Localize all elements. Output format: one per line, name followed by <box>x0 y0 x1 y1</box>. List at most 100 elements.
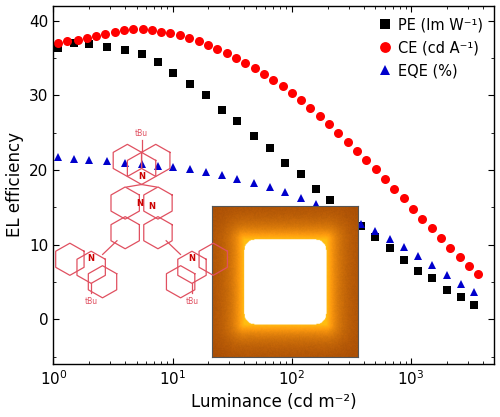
EQE (%) <box>203 170 209 175</box>
CE (cd A⁻¹) <box>64 39 70 44</box>
CE (cd A⁻¹) <box>214 46 220 51</box>
CE (cd A⁻¹) <box>364 157 370 162</box>
Y-axis label: EL efficiency: EL efficiency <box>6 133 24 237</box>
PE (lm W⁻¹) <box>342 212 348 217</box>
CE (cd A⁻¹) <box>326 122 332 127</box>
EQE (%) <box>170 164 175 169</box>
CE (cd A⁻¹) <box>280 84 285 89</box>
PE (lm W⁻¹) <box>372 235 378 240</box>
PE (lm W⁻¹) <box>138 52 144 57</box>
CE (cd A⁻¹) <box>94 34 100 39</box>
PE (lm W⁻¹) <box>219 108 225 113</box>
EQE (%) <box>122 160 128 165</box>
EQE (%) <box>372 229 378 234</box>
CE (cd A⁻¹) <box>354 148 360 153</box>
CE (cd A⁻¹) <box>56 40 62 45</box>
CE (cd A⁻¹) <box>84 36 89 41</box>
CE (cd A⁻¹) <box>289 90 295 95</box>
CE (cd A⁻¹) <box>130 27 136 32</box>
PE (lm W⁻¹) <box>86 42 92 47</box>
CE (cd A⁻¹) <box>466 263 472 268</box>
EQE (%) <box>358 221 364 226</box>
PE (lm W⁻¹) <box>266 145 272 150</box>
CE (cd A⁻¹) <box>448 245 454 250</box>
EQE (%) <box>219 173 225 178</box>
PE (lm W⁻¹) <box>472 302 478 307</box>
EQE (%) <box>458 281 464 286</box>
EQE (%) <box>56 154 62 159</box>
EQE (%) <box>187 167 193 172</box>
PE (lm W⁻¹) <box>203 93 209 98</box>
EQE (%) <box>328 207 334 212</box>
EQE (%) <box>472 289 478 294</box>
CE (cd A⁻¹) <box>270 78 276 83</box>
CE (cd A⁻¹) <box>372 167 378 172</box>
EQE (%) <box>401 244 407 249</box>
EQE (%) <box>282 190 288 195</box>
CE (cd A⁻¹) <box>400 196 406 201</box>
CE (cd A⁻¹) <box>233 55 239 60</box>
CE (cd A⁻¹) <box>168 31 173 36</box>
CE (cd A⁻¹) <box>410 206 416 211</box>
PE (lm W⁻¹) <box>313 186 319 191</box>
EQE (%) <box>72 156 78 161</box>
EQE (%) <box>266 185 272 190</box>
EQE (%) <box>416 254 422 259</box>
PE (lm W⁻¹) <box>187 82 193 87</box>
X-axis label: Luminance (cd m⁻²): Luminance (cd m⁻²) <box>191 394 356 412</box>
CE (cd A⁻¹) <box>438 236 444 241</box>
CE (cd A⁻¹) <box>112 29 118 34</box>
CE (cd A⁻¹) <box>261 72 267 77</box>
PE (lm W⁻¹) <box>282 160 288 165</box>
EQE (%) <box>104 158 110 163</box>
EQE (%) <box>251 180 257 185</box>
EQE (%) <box>234 176 240 181</box>
PE (lm W⁻¹) <box>444 287 450 292</box>
CE (cd A⁻¹) <box>121 28 127 33</box>
CE (cd A⁻¹) <box>196 39 202 44</box>
EQE (%) <box>138 161 144 166</box>
CE (cd A⁻¹) <box>186 36 192 41</box>
EQE (%) <box>154 163 160 168</box>
PE (lm W⁻¹) <box>154 59 160 64</box>
EQE (%) <box>342 214 348 219</box>
Line: EQE (%): EQE (%) <box>54 152 478 296</box>
CE (cd A⁻¹) <box>74 38 80 43</box>
CE (cd A⁻¹) <box>252 66 258 71</box>
CE (cd A⁻¹) <box>242 60 248 65</box>
PE (lm W⁻¹) <box>104 44 110 49</box>
PE (lm W⁻¹) <box>429 276 435 281</box>
EQE (%) <box>86 158 92 163</box>
PE (lm W⁻¹) <box>234 119 240 124</box>
EQE (%) <box>298 195 304 200</box>
CE (cd A⁻¹) <box>149 28 155 33</box>
EQE (%) <box>444 272 450 277</box>
PE (lm W⁻¹) <box>358 224 364 229</box>
PE (lm W⁻¹) <box>298 171 304 176</box>
PE (lm W⁻¹) <box>251 134 257 139</box>
CE (cd A⁻¹) <box>308 106 314 111</box>
Line: CE (cd A⁻¹): CE (cd A⁻¹) <box>54 25 483 279</box>
CE (cd A⁻¹) <box>428 226 434 231</box>
PE (lm W⁻¹) <box>122 48 128 53</box>
PE (lm W⁻¹) <box>72 40 78 45</box>
CE (cd A⁻¹) <box>420 216 426 221</box>
EQE (%) <box>313 201 319 206</box>
Line: PE (lm W⁻¹): PE (lm W⁻¹) <box>54 39 478 308</box>
CE (cd A⁻¹) <box>298 98 304 103</box>
CE (cd A⁻¹) <box>140 27 145 32</box>
CE (cd A⁻¹) <box>336 130 342 135</box>
PE (lm W⁻¹) <box>458 294 464 299</box>
CE (cd A⁻¹) <box>476 271 482 276</box>
CE (cd A⁻¹) <box>205 43 211 48</box>
PE (lm W⁻¹) <box>416 269 422 274</box>
PE (lm W⁻¹) <box>170 70 175 75</box>
CE (cd A⁻¹) <box>177 33 183 38</box>
EQE (%) <box>429 262 435 267</box>
PE (lm W⁻¹) <box>328 197 334 202</box>
PE (lm W⁻¹) <box>401 257 407 262</box>
CE (cd A⁻¹) <box>158 29 164 34</box>
CE (cd A⁻¹) <box>224 51 230 56</box>
EQE (%) <box>386 236 392 241</box>
CE (cd A⁻¹) <box>102 31 108 36</box>
